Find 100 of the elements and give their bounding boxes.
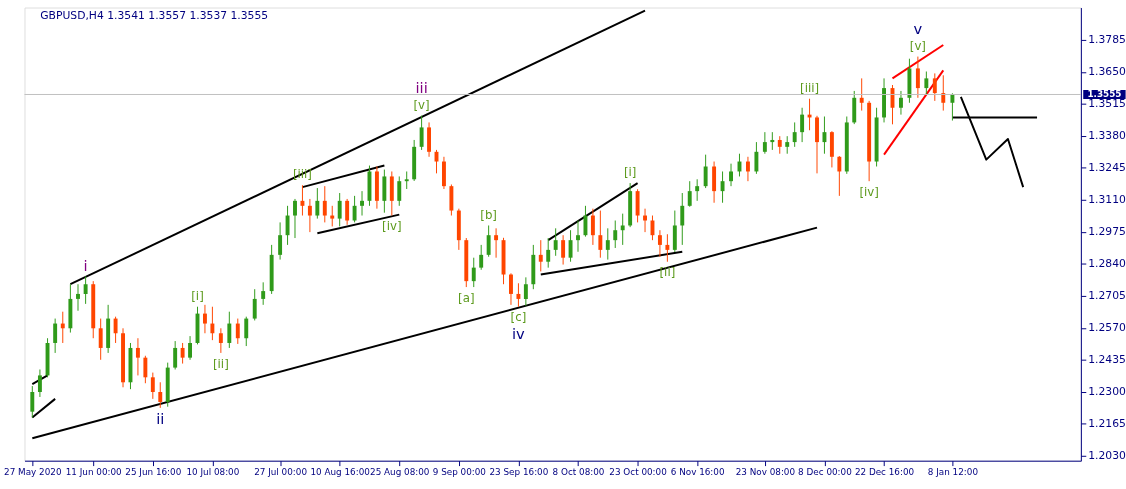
candlestick — [932, 72, 937, 102]
annotation: [ii] — [659, 265, 676, 280]
candlestick — [30, 385, 35, 419]
annotation: [v] — [413, 97, 430, 112]
candlestick — [745, 156, 750, 182]
candlestick — [261, 281, 266, 306]
candlestick — [486, 224, 491, 258]
annotation: ii — [156, 409, 165, 427]
candlestick — [285, 205, 290, 246]
candlestick — [180, 342, 185, 365]
candlestick — [657, 229, 662, 258]
y-tick-label: 1.2435 — [1088, 353, 1126, 367]
annotation: i — [83, 256, 88, 274]
candlestick — [330, 205, 335, 227]
candlestick — [98, 318, 103, 361]
candlestick — [822, 116, 827, 155]
y-tick-label: 1.2975 — [1088, 225, 1126, 239]
x-tick-label: 10 Jul 08:00 — [186, 466, 240, 477]
candlestick — [113, 316, 118, 344]
candlestick — [561, 234, 566, 266]
ref-line-label: 1.3555 — [1087, 89, 1122, 100]
y-tick-label: 1.3110 — [1088, 193, 1126, 207]
candlestick — [703, 154, 708, 189]
candlestick — [583, 205, 588, 238]
candlestick — [419, 115, 424, 151]
x-tick-label: 27 Jul 00:00 — [254, 466, 308, 477]
candlestick — [227, 311, 232, 349]
x-tick-label: 6 Nov 16:00 — [670, 466, 725, 477]
y-tick-label: 1.3380 — [1088, 129, 1126, 143]
candlestick — [538, 239, 543, 272]
candlestick — [135, 337, 140, 376]
annotation: [i] — [191, 288, 204, 303]
candlestick — [300, 184, 305, 217]
candlestick — [754, 141, 759, 175]
x-tick-label: 9 Sep 00:00 — [432, 466, 487, 477]
candlestick — [620, 213, 625, 246]
candlestick — [352, 195, 357, 223]
y-tick-label: 1.2570 — [1088, 321, 1126, 335]
candlestick — [235, 318, 240, 345]
candlestick — [729, 163, 733, 187]
candlestick — [188, 335, 193, 361]
candlestick — [278, 221, 283, 261]
y-tick-label: 1.2030 — [1088, 449, 1126, 463]
candlestick — [293, 198, 297, 239]
y-tick-label: 1.2300 — [1088, 385, 1126, 399]
x-tick-label: 27 May 2020 — [4, 466, 62, 477]
candlestick — [568, 229, 573, 263]
chart-title: GBPUSD,H4 1.3541 1.3557 1.3537 1.3555 — [40, 9, 269, 23]
candlestick — [643, 208, 647, 233]
candlestick — [83, 275, 88, 305]
x-tick-label: 23 Sep 16:00 — [489, 466, 549, 477]
candlestick — [950, 92, 955, 122]
candlestick — [345, 198, 350, 226]
candlestick — [695, 178, 700, 202]
candlestick — [941, 74, 946, 112]
candlestick — [471, 257, 476, 288]
y-tick-label: 1.3515 — [1088, 97, 1126, 111]
x-tick-label: 10 Aug 16:00 — [310, 466, 371, 477]
candlestick — [613, 220, 618, 249]
annotation: [a] — [458, 290, 475, 305]
candlestick — [598, 210, 603, 259]
y-tick-label: 1.2840 — [1088, 257, 1126, 271]
candlestick — [924, 71, 929, 96]
candlestick — [307, 198, 312, 233]
annotation: iv — [512, 325, 526, 343]
x-tick-label: 25 Aug 08:00 — [370, 466, 430, 477]
annotation: [iii] — [800, 80, 820, 95]
candlestick — [322, 185, 327, 223]
candlestick — [210, 306, 215, 341]
candlestick — [899, 90, 903, 116]
candlestick — [576, 220, 580, 253]
candlestick — [315, 187, 320, 220]
candlestick — [158, 381, 163, 409]
annotation: [iv] — [382, 219, 402, 234]
candlestick — [252, 288, 257, 321]
candlestick — [800, 107, 805, 143]
candlestick — [762, 131, 767, 155]
candlestick — [553, 227, 558, 257]
x-tick-label: 11 Jun 00:00 — [65, 466, 123, 477]
x-tick-label: 8 Oct 08:00 — [552, 466, 605, 477]
x-tick-label: 8 Dec 00:00 — [798, 466, 853, 477]
candlestick — [76, 283, 80, 312]
candlestick — [494, 227, 499, 259]
annotation: [v] — [909, 38, 926, 53]
annotation: [iv] — [859, 184, 879, 199]
candlestick — [143, 355, 148, 384]
y-tick-label: 1.3245 — [1088, 161, 1126, 175]
x-tick-label: 25 Jun 16:00 — [125, 466, 182, 477]
candlestick — [150, 372, 155, 400]
candlestick — [546, 237, 551, 269]
annotation: [ii] — [213, 356, 229, 371]
candlestick — [516, 282, 521, 308]
candlestick — [244, 316, 249, 347]
candlestick — [523, 276, 528, 307]
y-tick-label: 1.3785 — [1088, 33, 1126, 47]
x-tick-label: 23 Oct 00:00 — [609, 466, 668, 477]
annotation: iii — [415, 79, 428, 97]
candlestick — [792, 121, 797, 148]
y-tick-label: 1.2705 — [1088, 289, 1126, 303]
candlestick — [837, 155, 842, 197]
